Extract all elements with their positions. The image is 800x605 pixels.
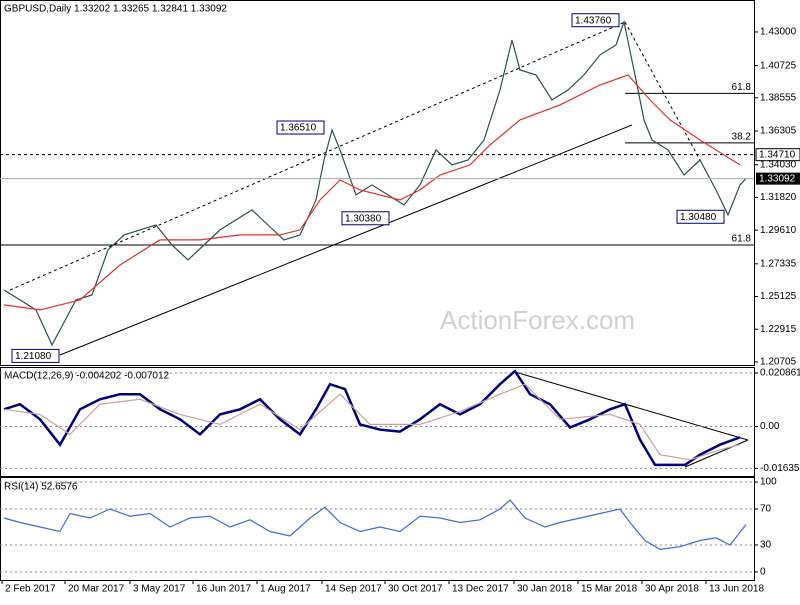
x-tick-label: 3 May 2017	[133, 584, 186, 595]
annotation-box	[276, 120, 325, 135]
series-line	[3, 499, 747, 551]
y-tick-label: 1.36305	[760, 126, 797, 137]
annotation-label: 1.21080	[15, 351, 52, 362]
y-tick-label: 70	[760, 504, 772, 515]
upper-channel	[9, 21, 626, 291]
level-label: 1.34710	[759, 149, 796, 160]
y-tick-label: 1.38555	[760, 92, 797, 103]
y-tick-label: 0.020861	[760, 368, 800, 379]
annotation-box	[341, 211, 390, 226]
rsi-panel	[0, 477, 755, 581]
y-tick-label: 100	[760, 477, 777, 488]
x-tick-label: 16 Jun 2017	[196, 584, 251, 595]
y-tick-label: 30	[760, 540, 772, 551]
x-tick-label: 13 Dec 2017	[452, 584, 509, 595]
x-tick-label: 14 Sep 2017	[325, 584, 382, 595]
y-tick-label: 1.29610	[760, 225, 797, 236]
annotation-label: 1.36510	[280, 123, 317, 134]
watermark: ActionForex.com	[440, 305, 635, 335]
x-tick-label: 30 Oct 2017	[388, 584, 443, 595]
series-line	[3, 19, 747, 347]
annotation-box	[676, 209, 725, 224]
y-tick-label: 1.20705	[760, 357, 797, 368]
last-price-box	[756, 172, 800, 185]
price-panel	[0, 0, 755, 366]
panel-title: GBPUSD,Daily 1.33202 1.33265 1.32841 1.3…	[4, 4, 227, 15]
lower-channel	[59, 124, 633, 356]
x-tick-label: 30 Jan 2018	[517, 584, 572, 595]
x-tick-label: 1 Aug 2017	[260, 584, 311, 595]
series-line	[3, 369, 741, 467]
series-line	[3, 74, 741, 311]
panel-title: RSI(14) 52.6576	[4, 482, 78, 493]
y-tick-label: 1.27335	[760, 258, 797, 269]
y-tick-label: 1.22915	[760, 324, 797, 335]
y-tick-label: 1.31820	[760, 192, 797, 203]
y-tick-label: 1.25125	[760, 291, 797, 302]
y-tick-label: 0.00	[760, 421, 780, 432]
annotation-box	[571, 13, 620, 28]
y-tick-label: 1.40725	[760, 60, 797, 71]
level-label-box	[755, 148, 800, 162]
annotation-label: 1.43760	[575, 15, 612, 26]
x-tick-label: 15 Mar 2018	[581, 584, 638, 595]
annotation-label: 1.30380	[345, 213, 382, 224]
annotation-box	[11, 348, 60, 363]
y-tick-label: 0	[760, 567, 766, 578]
fib-label: 61.8	[732, 82, 752, 93]
fib-label: 38.2	[732, 131, 752, 142]
x-tick-label: 30 Apr 2018	[645, 584, 699, 595]
x-tick-label: 2 Feb 2017	[5, 584, 56, 595]
macd-panel	[0, 367, 755, 477]
panel-title: MACD(12,26,9) -0.004202 -0.007012	[4, 371, 170, 382]
last-price-label: 1.33092	[759, 173, 796, 184]
y-tick-label: 1.43000	[760, 27, 797, 38]
macd-trend-line	[684, 439, 749, 468]
series-line	[3, 383, 741, 461]
trend-line	[624, 21, 701, 161]
x-tick-label: 20 Mar 2017	[68, 584, 125, 595]
y-tick-label: 1.34030	[760, 159, 797, 170]
annotation-label: 1.30480	[680, 212, 717, 223]
macd-trend-line	[514, 371, 749, 441]
x-tick-label: 13 Jun 2018	[709, 584, 764, 595]
y-tick-label: -0.016357	[760, 463, 800, 474]
fib-label: 61.8	[732, 234, 752, 245]
